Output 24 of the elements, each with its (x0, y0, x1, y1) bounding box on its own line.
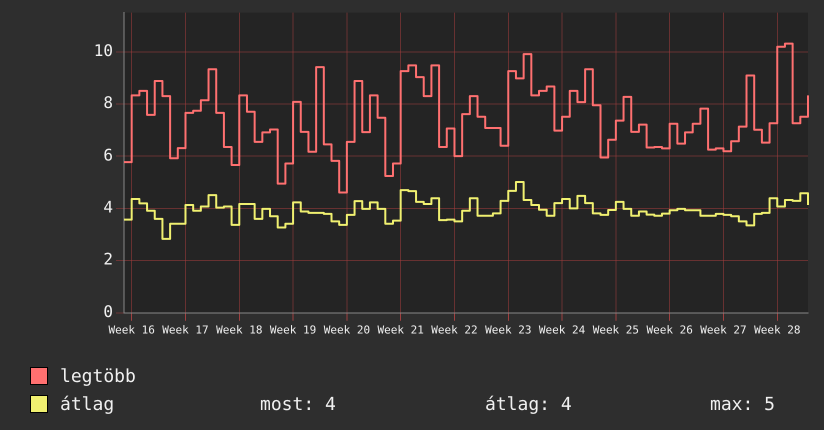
x-tick-label: Week 22 (431, 323, 478, 336)
y-tick-label: 2 (103, 250, 113, 269)
y-tick-label: 10 (94, 40, 113, 60)
x-tick-label: Week 25 (592, 323, 640, 336)
x-tick-label: Week 26 (646, 323, 693, 336)
x-tick-label: Week 27 (700, 323, 747, 336)
x-tick-label: Week 17 (162, 323, 209, 336)
x-tick-label: Week 16 (108, 323, 155, 336)
y-tick-label: 8 (103, 93, 113, 112)
x-tick-label: Week 21 (377, 323, 424, 336)
x-tick-label: Week 19 (270, 323, 316, 336)
x-tick-label: Week 28 (754, 323, 800, 336)
x-tick-label: Week 24 (538, 323, 586, 336)
x-tick-label: Week 18 (216, 323, 262, 336)
legend-label: átlag (60, 394, 116, 414)
text: most: 4 (260, 394, 337, 414)
y-tick-label: 0 (103, 302, 113, 321)
y-tick-label: 4 (103, 198, 113, 217)
x-tick-label: Week 23 (485, 323, 532, 336)
x-tick-label: Week 20 (324, 323, 370, 336)
y-tick-label: 6 (103, 145, 113, 164)
text: max: 5 (710, 394, 776, 414)
text: átlag: 4 (485, 394, 573, 414)
legend-label: legtöbb (60, 366, 137, 386)
